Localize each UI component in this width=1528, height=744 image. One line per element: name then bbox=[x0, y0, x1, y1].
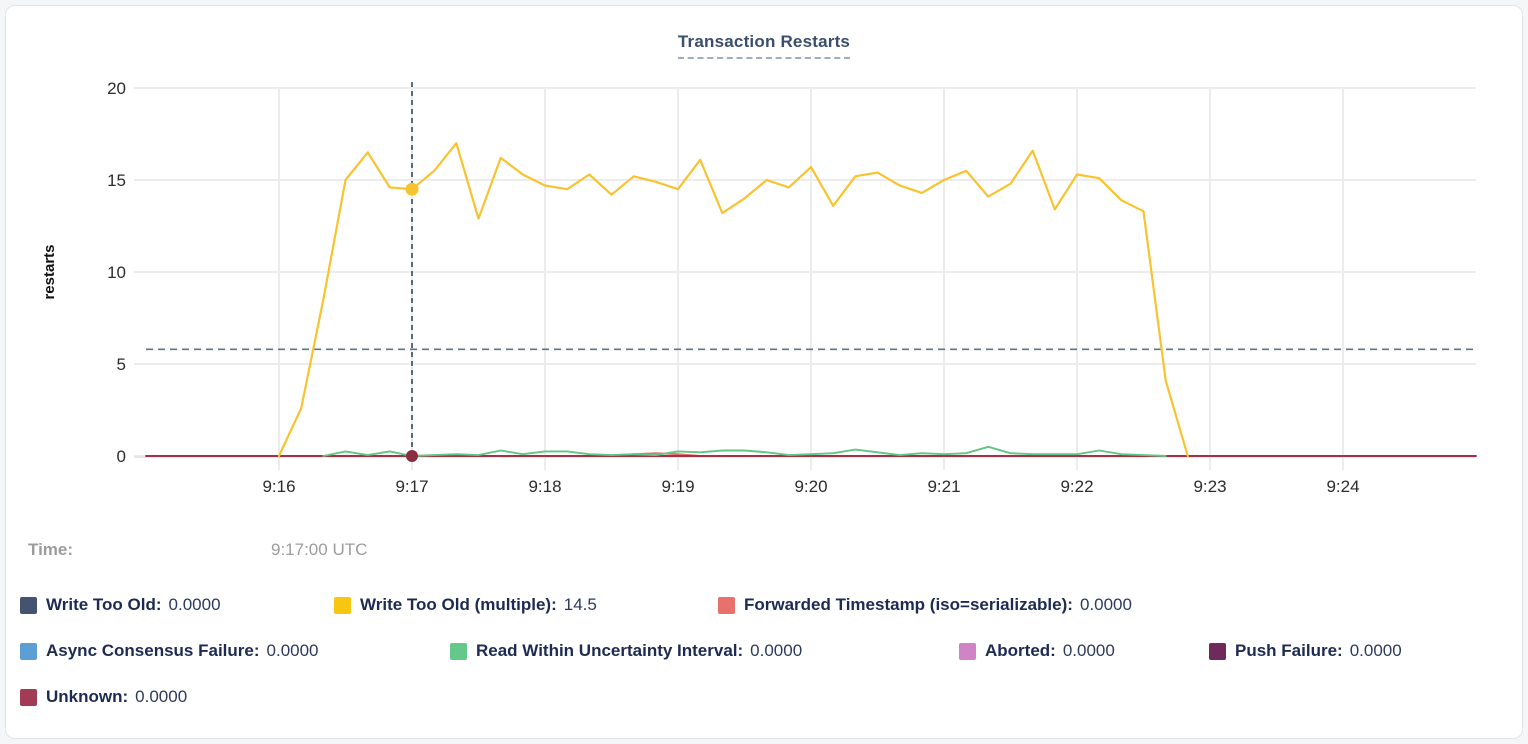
series-color-swatch bbox=[20, 596, 37, 614]
series-label: Aborted: bbox=[985, 641, 1056, 660]
y-tick-label: 0 bbox=[117, 447, 126, 466]
legend-row: Unknown: 0.0000 bbox=[6, 687, 1522, 713]
highlight-dot-yellow bbox=[405, 182, 419, 196]
x-tick-label: 9:24 bbox=[1326, 477, 1359, 496]
series-label: Push Failure: bbox=[1235, 641, 1343, 660]
tooltip-time-row: Time: 9:17:00 UTC bbox=[6, 540, 1522, 566]
series-label: Write Too Old: bbox=[46, 595, 162, 614]
y-axis-title: restarts bbox=[41, 244, 58, 299]
series-label: Write Too Old (multiple): bbox=[360, 595, 557, 614]
legend-item: Forwarded Timestamp (iso=serializable): 0… bbox=[718, 595, 1132, 615]
legend-item: Write Too Old: 0.0000 bbox=[20, 595, 221, 615]
legend-item: Read Within Uncertainty Interval: 0.0000 bbox=[450, 641, 802, 661]
x-tick-label: 9:22 bbox=[1060, 477, 1093, 496]
x-tick-label: 9:21 bbox=[927, 477, 960, 496]
time-label: Time: bbox=[28, 540, 74, 559]
series-value: 0.0000 bbox=[1349, 641, 1402, 660]
series-line-read-within-uncertainty-interval bbox=[322, 445, 1167, 457]
x-tick-label: 9:19 bbox=[661, 477, 694, 496]
series-color-swatch bbox=[450, 642, 467, 660]
chart-header: Transaction Restarts bbox=[6, 32, 1522, 59]
series-value: 0.0000 bbox=[168, 595, 221, 614]
x-tick-label: 9:16 bbox=[262, 477, 295, 496]
x-tick-label: 9:20 bbox=[794, 477, 827, 496]
x-tick-label: 9:18 bbox=[528, 477, 561, 496]
series-value: 0.0000 bbox=[1062, 641, 1115, 660]
series-color-swatch bbox=[959, 642, 976, 660]
series-label: Unknown: bbox=[46, 687, 129, 706]
series-value: 0.0000 bbox=[266, 641, 319, 660]
y-tick-label: 10 bbox=[107, 263, 126, 282]
legend-item: Aborted: 0.0000 bbox=[959, 641, 1115, 661]
y-tick-label: 20 bbox=[107, 79, 126, 98]
series-value: 0.0000 bbox=[750, 641, 803, 660]
y-tick-label: 15 bbox=[107, 171, 126, 190]
transaction-restarts-chart[interactable]: 0 5 10 15 20 9:16 9:17 9:18 9:19 9:20 9:21 9:22 9:23… bbox=[6, 6, 1528, 518]
series-value: 14.5 bbox=[563, 595, 597, 614]
time-value: 9:17:00 UTC bbox=[271, 540, 368, 559]
y-tick-label: 5 bbox=[117, 355, 126, 374]
x-tick-label: 9:23 bbox=[1193, 477, 1226, 496]
x-tick-label: 9:17 bbox=[395, 477, 428, 496]
series-color-swatch bbox=[1209, 642, 1226, 660]
legend-item: Write Too Old (multiple): 14.5 bbox=[334, 595, 597, 615]
series-color-swatch bbox=[718, 596, 735, 614]
series-value: 0.0000 bbox=[1079, 595, 1132, 614]
series-color-swatch bbox=[334, 596, 351, 614]
highlight-dot-zero bbox=[406, 450, 418, 462]
series-color-swatch bbox=[20, 642, 37, 660]
legend-row: Write Too Old: 0.0000 Write Too Old (multi… bbox=[6, 595, 1522, 621]
chart-card: Transaction Restarts 0 5 10 15 20 9:16 9:17 9:1… bbox=[5, 5, 1523, 739]
series-label: Async Consensus Failure: bbox=[46, 641, 260, 660]
series-value: 0.0000 bbox=[135, 687, 188, 706]
series-color-swatch bbox=[20, 688, 37, 706]
legend-item: Push Failure: 0.0000 bbox=[1209, 641, 1402, 661]
series-line-write-too-old-multiple bbox=[277, 142, 1189, 458]
series-label: Forwarded Timestamp (iso=serializable): bbox=[744, 595, 1073, 614]
series-label: Read Within Uncertainty Interval: bbox=[476, 641, 744, 660]
legend-item: Async Consensus Failure: 0.0000 bbox=[20, 641, 319, 661]
legend-row: Async Consensus Failure: 0.0000 Read Withi… bbox=[6, 641, 1522, 667]
legend-item: Unknown: 0.0000 bbox=[20, 687, 187, 707]
chart-title[interactable]: Transaction Restarts bbox=[677, 32, 851, 59]
